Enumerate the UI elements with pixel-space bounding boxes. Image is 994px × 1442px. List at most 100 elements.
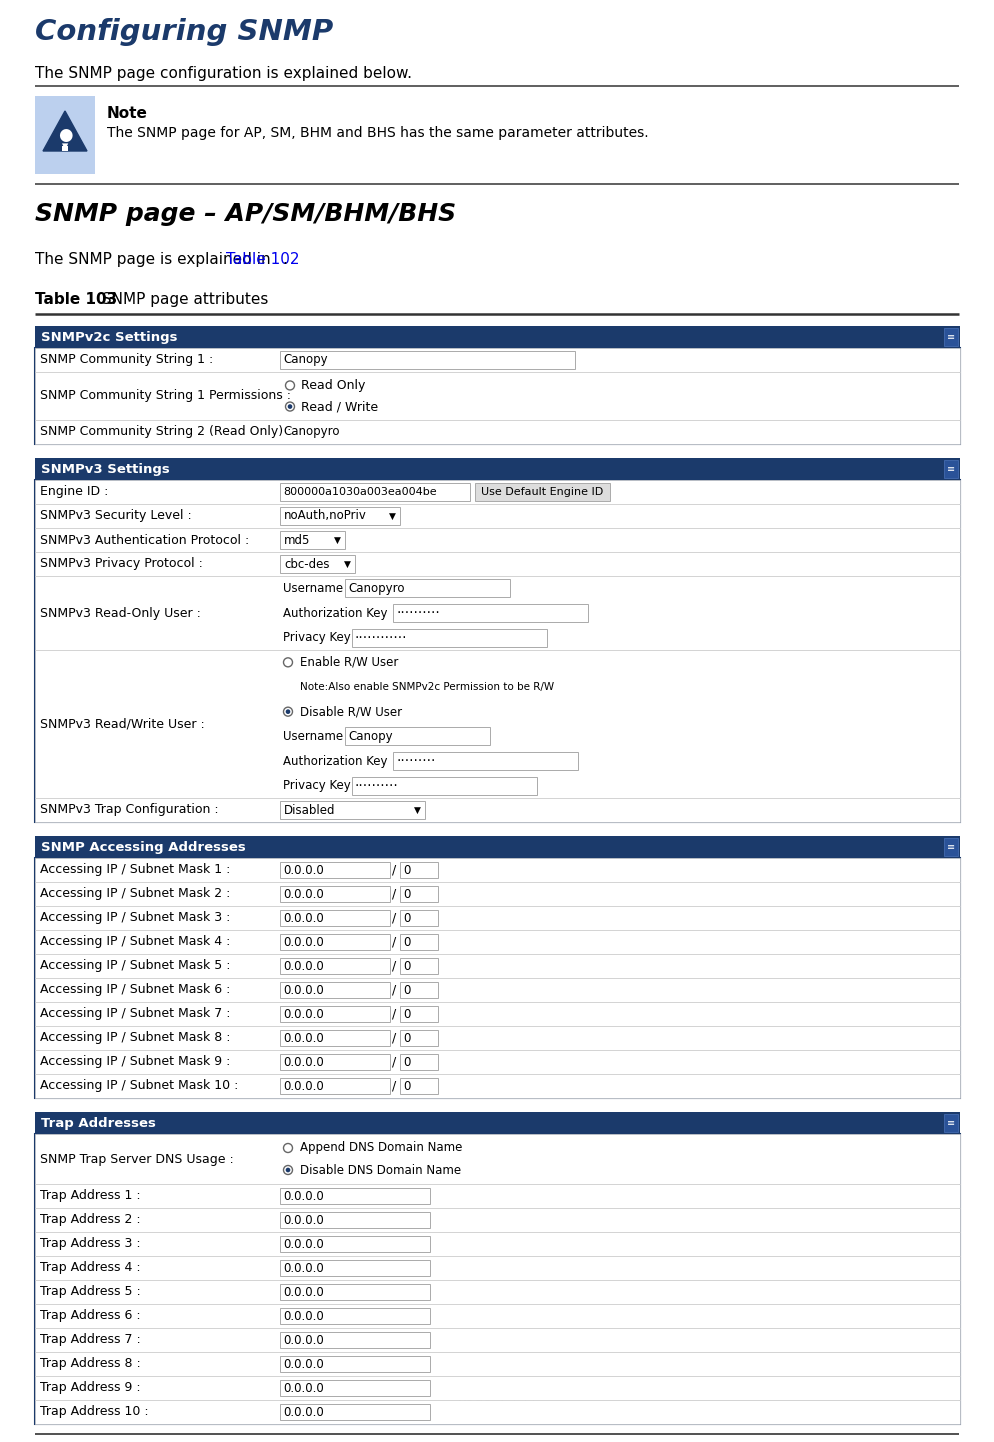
Text: 0: 0: [403, 936, 411, 949]
Text: 0: 0: [403, 983, 411, 996]
Text: 0.0.0.0: 0.0.0.0: [283, 911, 324, 924]
Text: ▼: ▼: [389, 512, 396, 521]
Bar: [280, 885, 390, 903]
Bar: [400, 862, 438, 878]
Text: ··········: ··········: [355, 779, 399, 793]
Bar: [400, 957, 438, 973]
Text: SNMPv3 Trap Configuration :: SNMPv3 Trap Configuration :: [40, 803, 219, 816]
Bar: [280, 1079, 390, 1094]
Circle shape: [283, 1165, 292, 1174]
Text: Disable R/W User: Disable R/W User: [300, 705, 403, 718]
Circle shape: [285, 1168, 290, 1172]
Circle shape: [287, 404, 292, 410]
Text: 0.0.0.0: 0.0.0.0: [283, 1190, 324, 1203]
Text: Trap Address 10 :: Trap Address 10 :: [40, 1406, 149, 1419]
Text: Note:Also enable SNMPv2c Permission to be R/W: Note:Also enable SNMPv2c Permission to b…: [300, 682, 554, 692]
Text: Canopy: Canopy: [283, 353, 328, 366]
Text: 800000a1030a003ea004be: 800000a1030a003ea004be: [283, 487, 436, 497]
Text: SNMP Trap Server DNS Usage :: SNMP Trap Server DNS Usage :: [40, 1152, 234, 1165]
Circle shape: [283, 1144, 292, 1152]
Text: SNMPv3 Read/Write User :: SNMPv3 Read/Write User :: [40, 718, 205, 731]
Text: /: /: [392, 1031, 397, 1044]
Text: The SNMP page for AP, SM, BHM and BHS has the same parameter attributes.: The SNMP page for AP, SM, BHM and BHS ha…: [107, 125, 649, 140]
Bar: [35, 1050, 960, 1074]
Bar: [280, 1030, 390, 1045]
Text: /: /: [392, 959, 397, 972]
Bar: [62, 146, 68, 151]
Bar: [400, 934, 438, 950]
Bar: [35, 1256, 960, 1280]
Polygon shape: [43, 111, 87, 151]
Bar: [280, 1007, 390, 1022]
Circle shape: [285, 402, 294, 411]
Text: Privacy Key: Privacy Key: [283, 779, 351, 792]
Text: SNMPv3 Read-Only User :: SNMPv3 Read-Only User :: [40, 607, 201, 620]
Text: Authorization Key: Authorization Key: [283, 607, 388, 620]
Text: Trap Address 7 :: Trap Address 7 :: [40, 1334, 141, 1347]
Bar: [35, 1112, 960, 1133]
Text: Accessing IP / Subnet Mask 7 :: Accessing IP / Subnet Mask 7 :: [40, 1008, 231, 1021]
Bar: [280, 934, 390, 950]
Bar: [280, 957, 390, 973]
Text: ··········: ··········: [396, 606, 439, 620]
Bar: [280, 1355, 430, 1371]
Text: 0: 0: [403, 1056, 411, 1069]
Text: Username: Username: [283, 581, 343, 596]
Bar: [944, 460, 958, 477]
Bar: [944, 1115, 958, 1132]
Text: 0.0.0.0: 0.0.0.0: [283, 1334, 324, 1347]
Text: Trap Address 1 :: Trap Address 1 :: [40, 1190, 140, 1203]
Text: ≡: ≡: [947, 1118, 955, 1128]
Bar: [400, 1054, 438, 1070]
Text: 0.0.0.0: 0.0.0.0: [283, 1285, 324, 1298]
Text: 0.0.0.0: 0.0.0.0: [283, 983, 324, 996]
Text: SNMP Community String 1 Permissions :: SNMP Community String 1 Permissions :: [40, 389, 291, 402]
Bar: [35, 97, 95, 174]
Bar: [280, 350, 575, 369]
Bar: [35, 1002, 960, 1027]
Text: Accessing IP / Subnet Mask 6 :: Accessing IP / Subnet Mask 6 :: [40, 983, 231, 996]
Bar: [280, 1054, 390, 1070]
Text: 0.0.0.0: 0.0.0.0: [283, 959, 324, 972]
Text: ≡: ≡: [947, 332, 955, 342]
Text: Accessing IP / Subnet Mask 4 :: Accessing IP / Subnet Mask 4 :: [40, 936, 231, 949]
Text: ·········: ·········: [396, 754, 435, 769]
Bar: [400, 1007, 438, 1022]
Bar: [35, 480, 960, 505]
Text: SNMPv3 Security Level :: SNMPv3 Security Level :: [40, 509, 192, 522]
Text: Accessing IP / Subnet Mask 5 :: Accessing IP / Subnet Mask 5 :: [40, 959, 231, 972]
Bar: [35, 326, 960, 348]
Text: 0: 0: [403, 911, 411, 924]
Text: ≡: ≡: [947, 464, 955, 474]
Bar: [35, 1280, 960, 1304]
Text: Accessing IP / Subnet Mask 8 :: Accessing IP / Subnet Mask 8 :: [40, 1031, 231, 1044]
Text: 0: 0: [403, 1031, 411, 1044]
Text: 0.0.0.0: 0.0.0.0: [283, 1237, 324, 1250]
Text: 0: 0: [403, 887, 411, 900]
Text: noAuth,noPriv: noAuth,noPriv: [284, 509, 367, 522]
Text: 0.0.0.0: 0.0.0.0: [283, 1357, 324, 1370]
Text: cbc-des: cbc-des: [284, 558, 329, 571]
Circle shape: [285, 381, 294, 389]
Text: Canopy: Canopy: [348, 730, 393, 743]
Text: ▼: ▼: [344, 559, 351, 568]
Text: Canopyro: Canopyro: [348, 581, 405, 596]
Text: Disable DNS Domain Name: Disable DNS Domain Name: [300, 1164, 461, 1177]
Text: Enable R/W User: Enable R/W User: [300, 656, 399, 669]
Bar: [280, 800, 425, 819]
Text: Append DNS Domain Name: Append DNS Domain Name: [300, 1142, 462, 1155]
Text: md5: md5: [284, 534, 310, 547]
Bar: [280, 1260, 430, 1276]
Text: The SNMP page configuration is explained below.: The SNMP page configuration is explained…: [35, 66, 412, 81]
Text: 0.0.0.0: 0.0.0.0: [283, 1406, 324, 1419]
Text: 0.0.0.0: 0.0.0.0: [283, 864, 324, 877]
Circle shape: [283, 707, 292, 717]
Bar: [35, 1376, 960, 1400]
Bar: [280, 1380, 430, 1396]
Bar: [35, 978, 960, 1002]
Bar: [280, 1405, 430, 1420]
Bar: [35, 348, 960, 444]
Bar: [280, 1236, 430, 1252]
Bar: [35, 836, 960, 858]
Text: /: /: [392, 1056, 397, 1069]
